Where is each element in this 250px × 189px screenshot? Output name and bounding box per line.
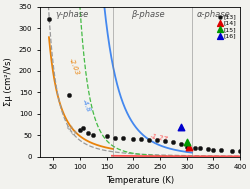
[13]	[171, 141, 175, 144]
[15]	[184, 141, 188, 144]
[13]	[229, 149, 233, 152]
[13]	[147, 139, 151, 142]
Text: -1.27: -1.27	[149, 133, 168, 143]
[14]	[187, 146, 191, 149]
[13]	[184, 145, 188, 148]
[16]	[179, 125, 183, 128]
Text: β-phase: β-phase	[131, 10, 164, 19]
[13]	[112, 136, 116, 139]
[13]	[192, 146, 196, 149]
Y-axis label: Σμ (cm²/Vs): Σμ (cm²/Vs)	[4, 57, 13, 106]
[13]	[78, 128, 82, 131]
Text: α-phase: α-phase	[196, 10, 230, 19]
[13]	[120, 137, 124, 140]
[13]	[91, 134, 95, 137]
Text: -2.03: -2.03	[67, 57, 80, 76]
[13]	[131, 137, 135, 140]
[13]	[155, 139, 159, 142]
[13]	[163, 140, 167, 143]
[13]	[205, 148, 209, 151]
[13]	[80, 126, 84, 129]
Text: γ-phase: γ-phase	[55, 10, 88, 19]
[13]	[139, 138, 143, 141]
[13]	[210, 148, 214, 151]
Text: -4.8: -4.8	[81, 99, 91, 114]
[13]	[67, 93, 71, 96]
[13]	[237, 149, 241, 153]
Legend: [13], [14], [15], [16]: [13], [14], [15], [16]	[216, 13, 236, 40]
[13]	[179, 142, 183, 145]
X-axis label: Temperature (K): Temperature (K)	[106, 176, 173, 185]
[13]	[197, 147, 201, 150]
[13]	[218, 149, 222, 152]
[13]	[47, 17, 51, 20]
[13]	[86, 132, 89, 135]
[13]	[104, 135, 108, 138]
Text: -2.5: -2.5	[64, 123, 76, 137]
